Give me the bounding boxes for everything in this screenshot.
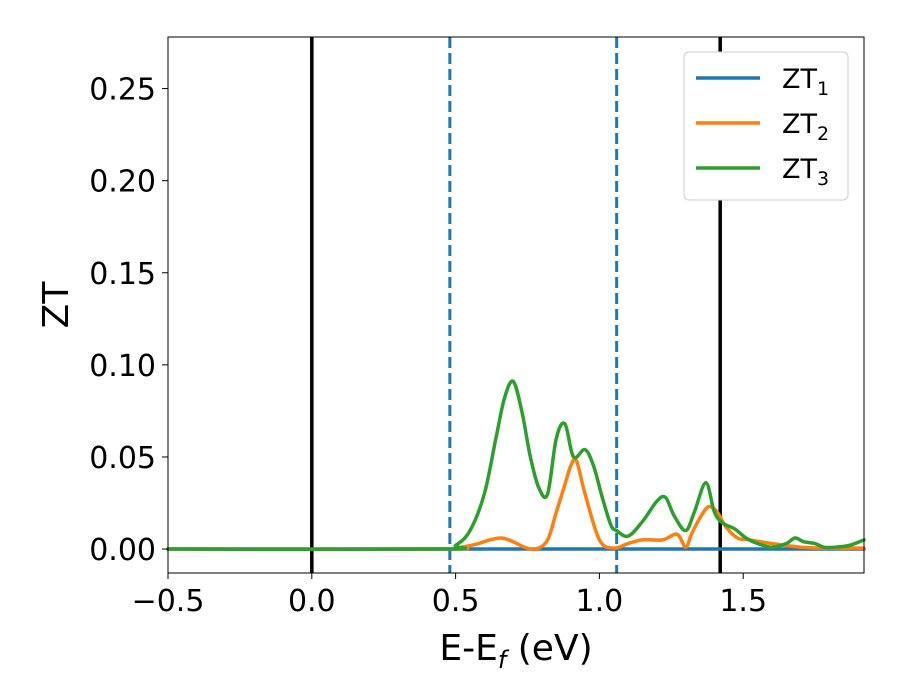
x-tick-label: 0.5 <box>432 584 480 619</box>
legend-label-2: ZT2 <box>782 109 829 145</box>
legend-label-main: ZT <box>782 154 817 185</box>
y-axis-ticks: 0.00 0.05 0.10 0.15 0.20 0.25 <box>89 73 168 568</box>
legend-label-subscript: 1 <box>817 78 829 100</box>
x-tick-label: 1.5 <box>719 584 767 619</box>
y-tick-label: 0.05 <box>89 441 156 476</box>
series-line-2 <box>166 457 866 552</box>
plot-frame <box>167 36 865 574</box>
y-axis-label: ZT <box>36 281 77 329</box>
y-tick-label: 0.25 <box>89 73 156 108</box>
x-axis-label: E-Ef (eV) <box>439 628 592 674</box>
legend-box <box>683 51 849 201</box>
legend-label-main: ZT <box>782 64 817 95</box>
legend-label-1: ZT1 <box>782 64 829 100</box>
legend-label-main: ZT <box>782 109 817 140</box>
y-tick-label: 0.00 <box>89 533 156 568</box>
legend-label-3: ZT3 <box>782 154 829 190</box>
x-axis-label-main: E-E <box>439 628 497 669</box>
y-tick-label: 0.15 <box>89 257 156 292</box>
x-tick-label: 1.0 <box>576 584 624 619</box>
y-tick-label: 0.10 <box>89 349 156 384</box>
legend-label-subscript: 2 <box>817 123 829 145</box>
series-line-3 <box>166 379 866 552</box>
y-tick-label: 0.20 <box>89 165 156 200</box>
x-tick-label: 0.0 <box>288 584 336 619</box>
x-axis-ticks: −0.5 0.0 0.5 1.0 1.5 <box>132 573 767 619</box>
x-tick-label: −0.5 <box>132 584 205 619</box>
x-axis-label-unit: (eV) <box>506 628 592 669</box>
legend-label-subscript: 3 <box>817 168 829 190</box>
